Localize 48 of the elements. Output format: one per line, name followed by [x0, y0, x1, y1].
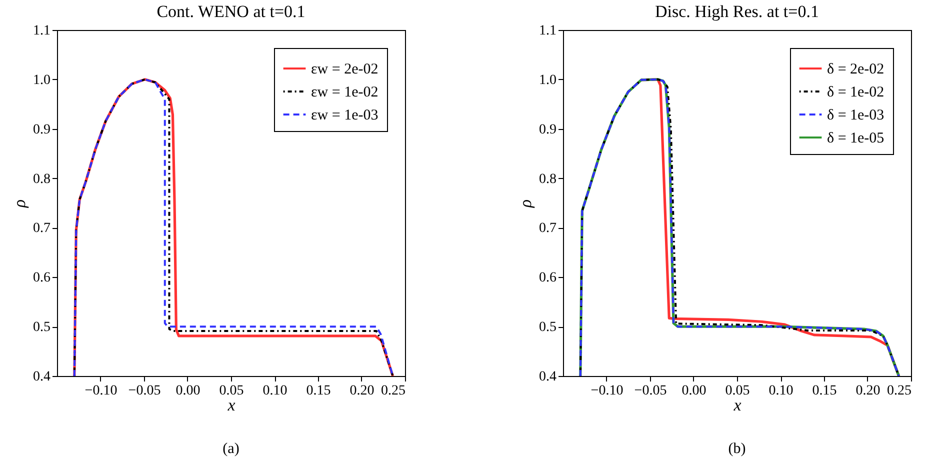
line-series	[579, 78, 900, 376]
text: (b)	[728, 441, 746, 457]
y-tick-label: 1.0	[539, 72, 556, 88]
x-tick-label: 0.25	[381, 384, 406, 398]
y-axis-title: ρ	[516, 199, 535, 209]
x-axis-title: x	[732, 396, 742, 414]
y-tick-label: 0.6	[539, 270, 556, 286]
x-tick-label: 0.05	[725, 384, 750, 398]
x-tick-label: −0.05	[634, 384, 667, 398]
x-tick-label: 0.05	[219, 384, 244, 398]
y-tick-label: 0.4	[33, 370, 50, 384]
y-tick-label: 0.5	[539, 320, 556, 336]
x-axis-title: x	[226, 396, 236, 414]
y-tick-label: 0.8	[539, 172, 556, 187]
x-tick-label: 0.15	[306, 384, 331, 398]
text: (a)	[222, 441, 240, 457]
legend-label: δ = 1e-02	[827, 84, 884, 100]
y-tick-label: 0.8	[33, 172, 50, 187]
x-tick-label: −0.05	[128, 384, 161, 398]
y-axis-title: ρ	[10, 199, 29, 209]
x-tick-label: 0.10	[768, 384, 794, 398]
y-tick-label: 0.7	[539, 221, 556, 236]
x-tick-label: 0.00	[176, 384, 200, 398]
legend-label: δ = 1e-03	[827, 108, 884, 124]
y-tick-label: 0.4	[539, 370, 556, 384]
x-tick-label: 0.20	[856, 384, 880, 398]
y-tick-label: 1.0	[33, 72, 50, 88]
legend-label: δ = 2e-02	[827, 62, 884, 78]
legend-label: δ = 1e-05	[827, 130, 884, 146]
x-tick-label: −0.10	[590, 384, 624, 398]
y-tick-label: 0.9	[539, 122, 556, 138]
y-tick-label: 1.1	[539, 24, 556, 38]
x-tick-label: 0.20	[350, 384, 374, 398]
chart-title: Disc. High Res. at t=0.1	[655, 2, 819, 21]
y-tick-label: 0.6	[33, 270, 50, 286]
legend-label: εw = 1e-02	[311, 84, 378, 100]
y-tick-label: 0.7	[33, 221, 50, 236]
x-tick-label: 0.00	[682, 384, 706, 398]
chart-title: Cont. WENO at t=0.1	[156, 2, 306, 21]
legend-label: εw = 2e-02	[311, 62, 378, 78]
x-tick-label: 0.10	[262, 384, 288, 398]
x-tick-label: 0.15	[812, 384, 837, 398]
y-tick-label: 0.9	[33, 122, 50, 138]
x-tick-label: −0.10	[84, 384, 118, 398]
x-tick-label: 0.25	[887, 384, 912, 398]
y-tick-label: 1.1	[33, 24, 50, 38]
y-tick-label: 0.5	[33, 320, 50, 336]
legend-label: εw = 1e-03	[311, 108, 378, 124]
